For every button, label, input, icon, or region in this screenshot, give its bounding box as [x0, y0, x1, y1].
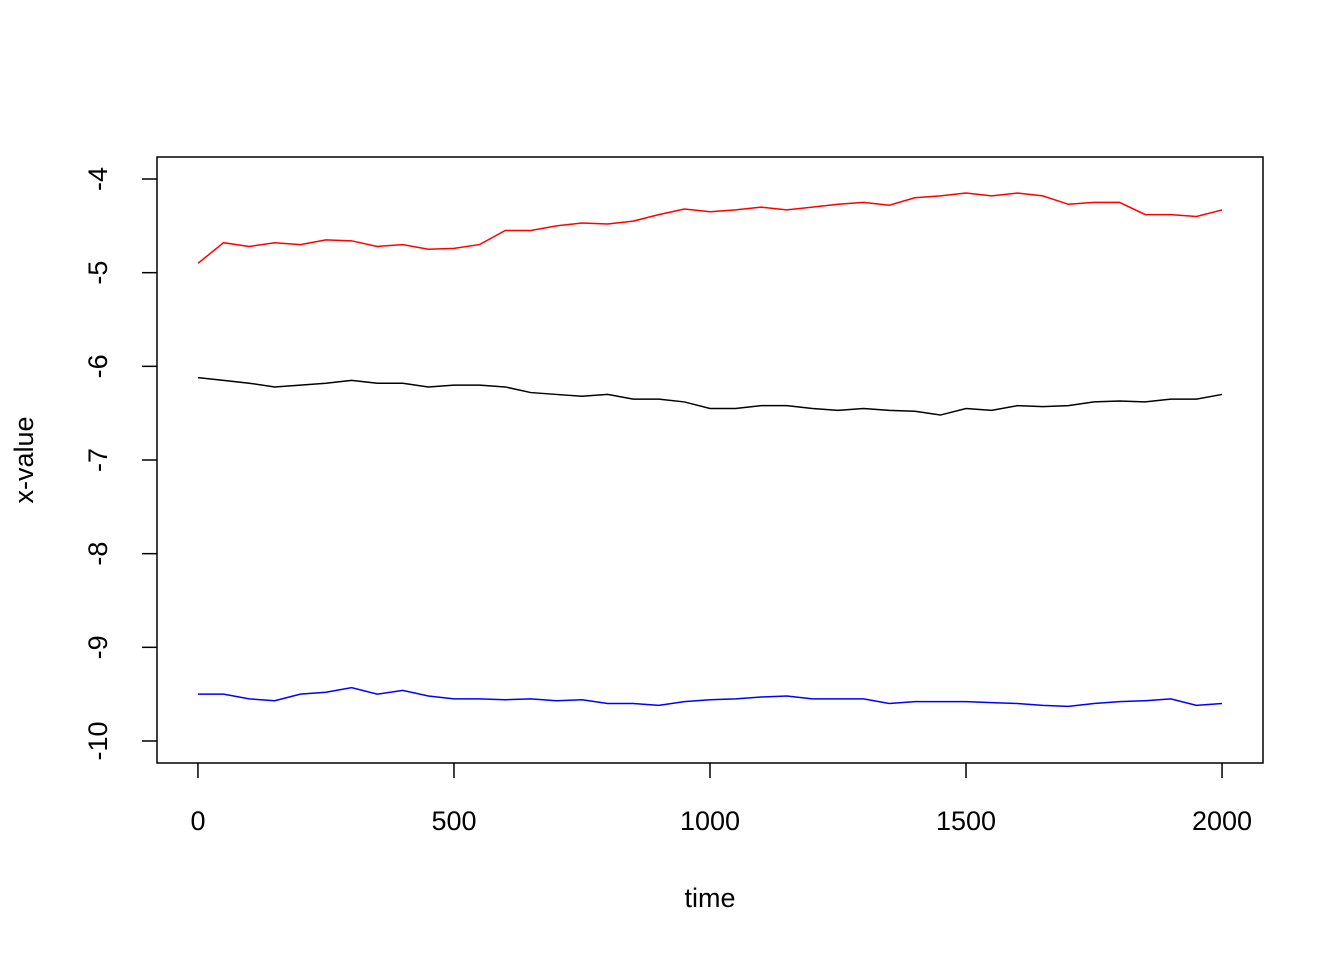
x-tick-label: 1500: [936, 806, 996, 836]
series-line: [197, 686, 1223, 708]
x-tick-label: 500: [431, 806, 476, 836]
series-line: [197, 376, 1223, 416]
y-axis-label: x-value: [9, 416, 39, 503]
y-tick-label: -10: [83, 721, 113, 760]
y-tick-label: -5: [83, 261, 113, 285]
x-tick-label: 1000: [680, 806, 740, 836]
x-tick-label: 0: [190, 806, 205, 836]
y-tick-label: -6: [83, 354, 113, 378]
y-tick-label: -7: [83, 448, 113, 472]
y-tick-label: -8: [83, 542, 113, 566]
plot-box: [156, 156, 1264, 764]
y-tick-label: -4: [83, 167, 113, 191]
x-axis-label: time: [684, 883, 735, 913]
series-line: [197, 192, 1223, 264]
x-tick-label: 2000: [1192, 806, 1252, 836]
y-tick-label: -9: [83, 635, 113, 659]
